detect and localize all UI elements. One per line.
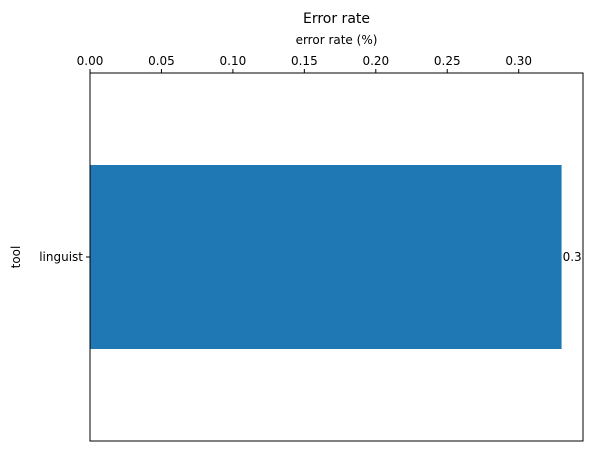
y-axis-ticks: linguist [39,250,90,264]
x-tick-label: 0.00 [77,54,104,68]
x-tick-label: 0.25 [434,54,461,68]
x-axis-label: error rate (%) [296,33,378,47]
bars-layer [90,165,562,349]
x-axis-ticks: 0.00 0.05 0.10 0.15 0.20 0.25 0.30 [77,54,532,73]
x-tick-label: 0.30 [505,54,532,68]
data-labels: 0.3 [563,250,582,264]
chart-title: Error rate [303,11,370,27]
data-label: 0.3 [563,250,582,264]
y-axis-label: tool [9,246,23,269]
bar-linguist [90,165,562,349]
x-tick-label: 0.05 [148,54,175,68]
y-tick-label: linguist [39,250,83,264]
x-tick-label: 0.15 [291,54,318,68]
x-tick-label: 0.10 [220,54,247,68]
x-tick-label: 0.20 [362,54,389,68]
